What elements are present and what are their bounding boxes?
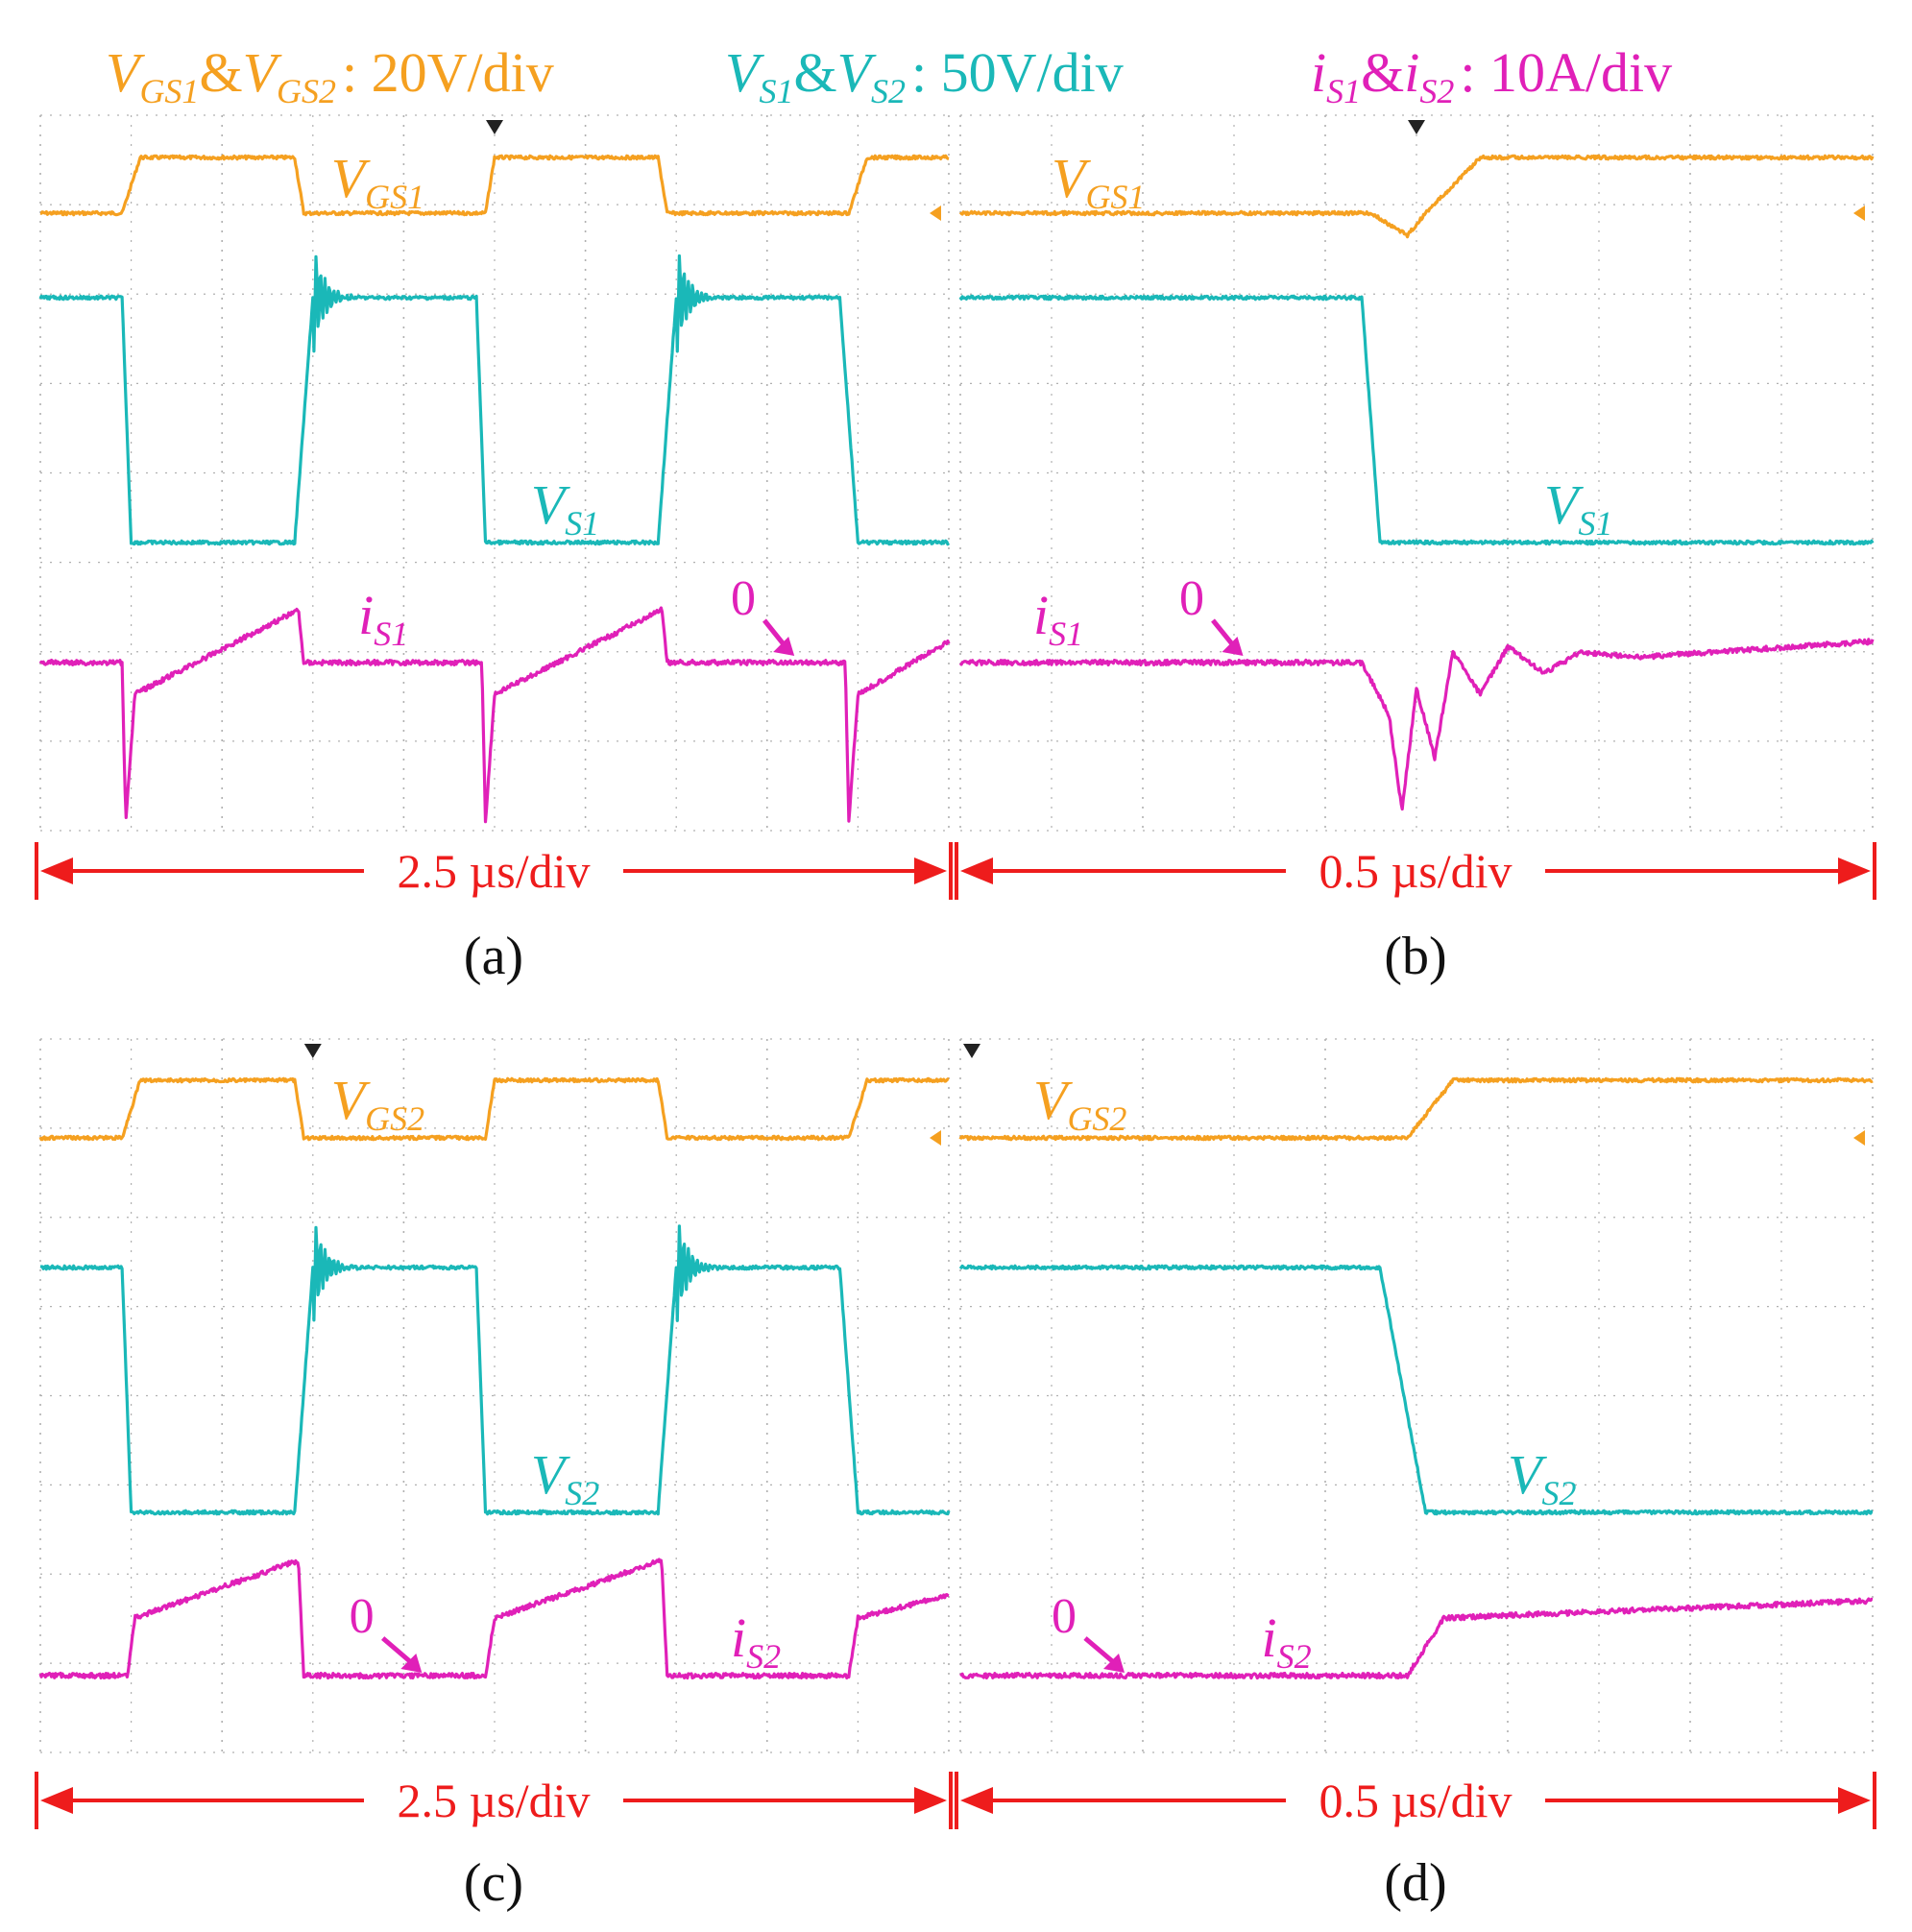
label-vgs: VGS1 bbox=[331, 147, 424, 216]
legend-vgs: VGS1&VGS2: 20V/div bbox=[106, 41, 554, 110]
trace-VGS1 bbox=[958, 154, 1875, 239]
zero-arrowhead bbox=[400, 1654, 423, 1673]
trace-iS2 bbox=[958, 1597, 1874, 1680]
panel-caption: (a) bbox=[464, 927, 523, 986]
panel-b: VGS1 VS1 iS1 0 0.5 µs/div (b) bbox=[955, 114, 1876, 986]
arrowhead-right bbox=[914, 1787, 947, 1814]
time-scale-arrow: 0.5 µs/div bbox=[955, 1772, 1876, 1829]
time-scale-arrow: 0.5 µs/div bbox=[955, 842, 1876, 900]
label-is: iS1 bbox=[1033, 584, 1083, 653]
label-zero: 0 bbox=[350, 1589, 375, 1644]
panel-a: VGS1 VS1 iS1 0 2.5 µs/div (a) bbox=[35, 114, 953, 986]
panel-d: VGS2 VS2 iS2 0 0.5 µs/div (d) bbox=[955, 1038, 1876, 1913]
grid bbox=[959, 114, 1874, 832]
label-vs: VS2 bbox=[1508, 1443, 1576, 1512]
trace-VGS2 bbox=[958, 1076, 1874, 1142]
label-zero: 0 bbox=[1179, 571, 1204, 626]
level-marker bbox=[1853, 1130, 1865, 1146]
trigger-marker bbox=[963, 1044, 980, 1058]
label-is: iS2 bbox=[1262, 1606, 1312, 1676]
panel-caption: (d) bbox=[1384, 1853, 1446, 1913]
grid bbox=[959, 1038, 1874, 1753]
arrowhead-right bbox=[1838, 1787, 1871, 1814]
arrowhead-left bbox=[40, 1787, 73, 1814]
trace-VGS1 bbox=[39, 154, 950, 217]
zero-arrow bbox=[1083, 1636, 1119, 1667]
trigger-marker bbox=[303, 1044, 322, 1058]
trace-iS1 bbox=[958, 638, 1875, 811]
trace-VS2 bbox=[958, 1264, 1874, 1516]
trigger-marker bbox=[486, 120, 503, 134]
time-scale-label: 2.5 µs/div bbox=[397, 844, 590, 898]
trigger-marker bbox=[1408, 120, 1425, 134]
label-zero: 0 bbox=[731, 571, 756, 626]
grid bbox=[39, 114, 950, 832]
arrowhead-left bbox=[960, 857, 993, 884]
panel-caption: (b) bbox=[1384, 927, 1446, 986]
arrowhead-right bbox=[1838, 857, 1871, 884]
trace-iS2 bbox=[38, 1558, 950, 1680]
legend-vs: VS1&VS2: 50V/div bbox=[725, 41, 1124, 110]
zero-arrowhead bbox=[1103, 1654, 1125, 1673]
grid bbox=[39, 1038, 950, 1753]
label-vgs: VGS2 bbox=[1033, 1069, 1126, 1138]
arrowhead-left bbox=[40, 857, 73, 884]
zero-arrow bbox=[381, 1636, 416, 1667]
time-scale-label: 0.5 µs/div bbox=[1319, 1774, 1512, 1827]
label-is: iS1 bbox=[358, 584, 408, 653]
time-scale-label: 2.5 µs/div bbox=[397, 1774, 590, 1827]
arrowhead-right bbox=[914, 857, 947, 884]
label-vs: VS2 bbox=[531, 1443, 599, 1512]
label-zero: 0 bbox=[1052, 1589, 1077, 1644]
label-vs: VS1 bbox=[531, 473, 599, 543]
label-vgs: VGS1 bbox=[1052, 147, 1145, 216]
trace-VS1 bbox=[958, 294, 1875, 546]
zero-arrowhead bbox=[1222, 637, 1244, 656]
level-marker bbox=[930, 1130, 941, 1146]
trace-VS2 bbox=[39, 1224, 951, 1516]
arrowhead-left bbox=[960, 1787, 993, 1814]
trace-VS1 bbox=[38, 254, 951, 546]
level-marker bbox=[1853, 205, 1865, 221]
panel-c: VGS2 VS2 iS2 0 2.5 µs/div (c) bbox=[35, 1038, 953, 1913]
time-scale-arrow: 2.5 µs/div bbox=[35, 1772, 953, 1829]
legend: VGS1&VGS2: 20V/div VS1&VS2: 50V/div iS1&… bbox=[106, 41, 1672, 110]
time-scale-arrow: 2.5 µs/div bbox=[35, 842, 953, 900]
panel-caption: (c) bbox=[464, 1853, 523, 1913]
level-marker bbox=[930, 205, 941, 221]
legend-is: iS1&iS2: 10A/div bbox=[1311, 41, 1672, 110]
trace-iS1 bbox=[38, 606, 951, 824]
label-vgs: VGS2 bbox=[331, 1069, 424, 1138]
trace-VGS2 bbox=[38, 1076, 950, 1142]
label-vs: VS1 bbox=[1544, 473, 1612, 543]
time-scale-label: 0.5 µs/div bbox=[1319, 844, 1512, 898]
zero-arrowhead bbox=[773, 637, 795, 656]
label-is: iS2 bbox=[731, 1606, 781, 1676]
